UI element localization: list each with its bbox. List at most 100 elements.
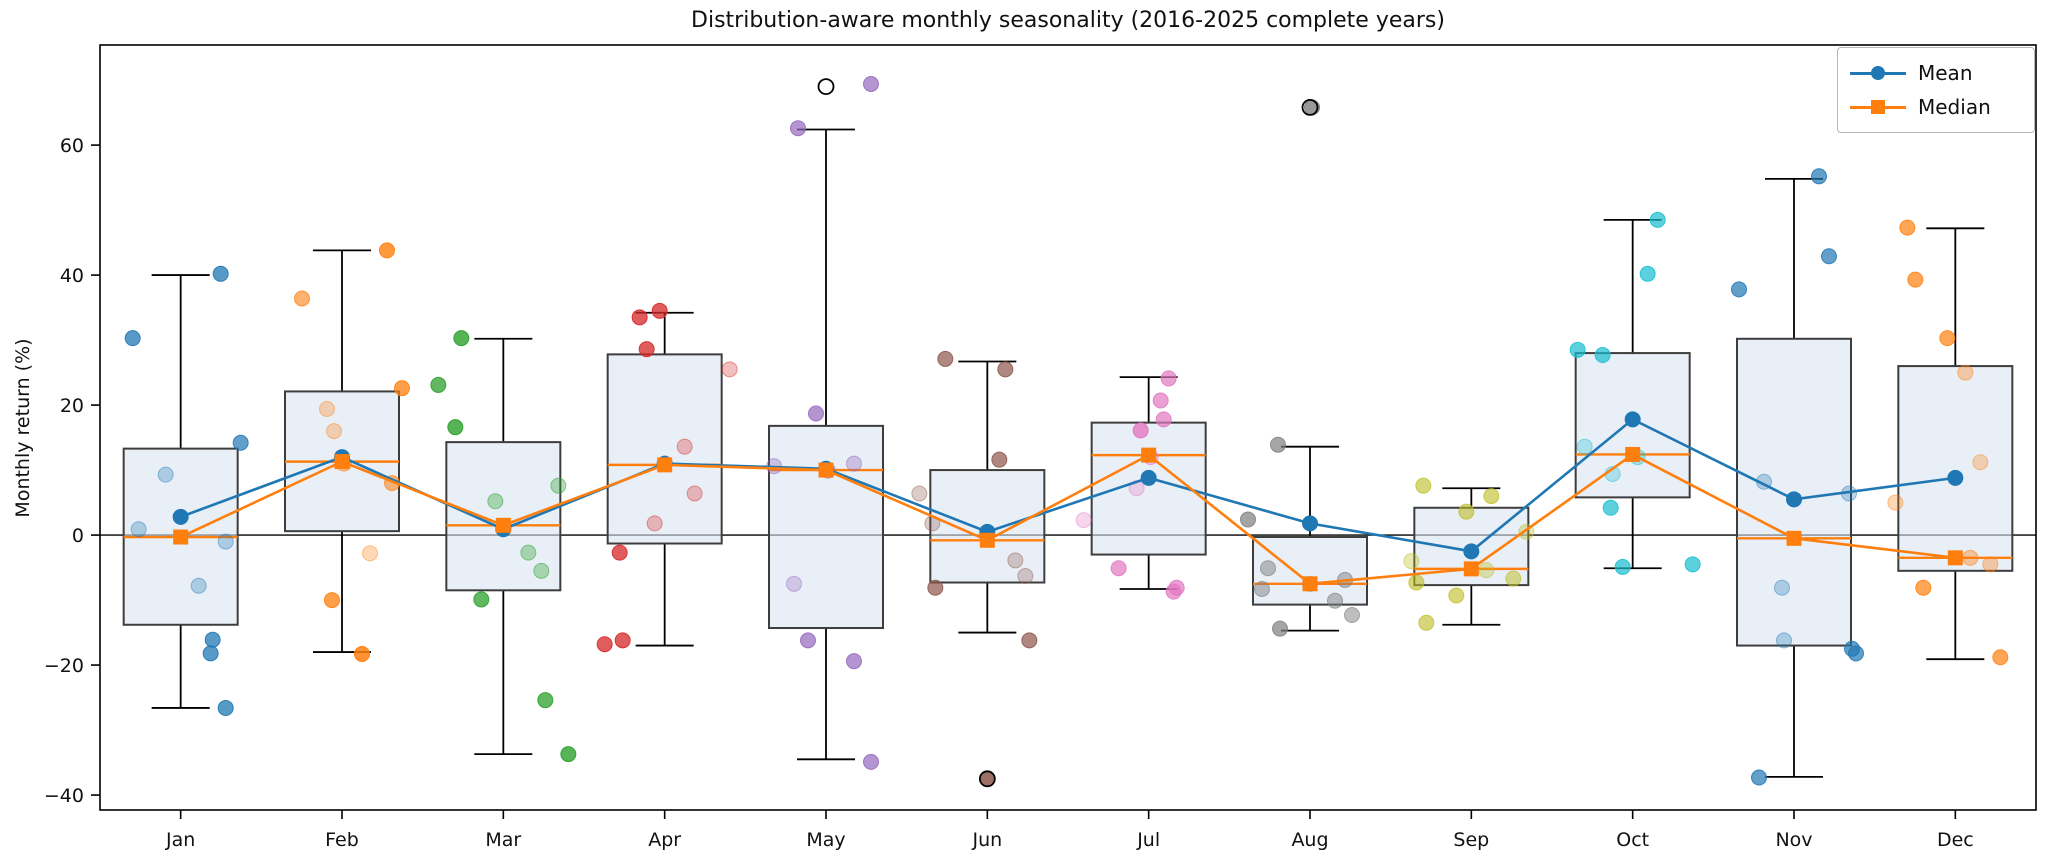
scatter-point-Jan [130, 521, 147, 538]
scatter-point-May [846, 653, 862, 670]
scatter-point-Dec [1992, 649, 2009, 666]
scatter-point-Apr [686, 485, 703, 502]
scatter-point-Feb [319, 400, 335, 417]
scatter-point-Jan [232, 434, 249, 451]
scatter-point-Oct [1569, 341, 1586, 358]
median-marker [657, 457, 673, 473]
scatter-point-Sep [1458, 503, 1475, 520]
x-tick-label-Jul: Jul [1136, 829, 1160, 851]
box-May [768, 424, 884, 630]
scatter-point-Sep [1403, 553, 1420, 570]
scatter-point-Dec [1962, 549, 1979, 566]
scatter-point-Oct [1594, 347, 1611, 364]
median-marker [1947, 550, 1963, 566]
y-tick-label: 40 [60, 265, 84, 287]
scatter-point-Jan [124, 330, 141, 347]
scatter-point-May [863, 75, 879, 92]
scatter-point-Sep [1415, 477, 1432, 494]
y-tick-label: −20 [44, 655, 84, 677]
scatter-point-Feb [354, 646, 370, 663]
scatter-point-Oct [1602, 499, 1619, 516]
x-tick-label-Jan: Jan [165, 829, 195, 851]
mean-marker [1302, 515, 1318, 532]
scatter-point-Mar [560, 746, 577, 763]
scatter-point-Aug [1344, 607, 1360, 624]
scatter-point-Oct [1649, 211, 1666, 228]
legend-entry-median: Median [1850, 90, 2024, 124]
scatter-point-Apr [721, 361, 738, 378]
median-line [180, 452, 1956, 586]
scatter-point-Mar [447, 419, 464, 436]
scatter-point-Aug [1254, 581, 1270, 598]
median-marker [1141, 447, 1157, 463]
mean-marker [172, 508, 189, 525]
x-tick-label-Aug: Aug [1291, 829, 1328, 851]
median-marker [1302, 576, 1318, 592]
scatter-point-Feb [394, 380, 410, 397]
scatter-point-Jun [937, 350, 954, 367]
scatter-point-Jan [217, 699, 234, 716]
median-legend-marker-icon [1871, 100, 1885, 114]
scatter-point-Jun [911, 485, 928, 502]
scatter-point-Dec [1907, 271, 1924, 288]
scatter-point-Oct [1684, 556, 1701, 573]
flier-Aug [1301, 98, 1319, 116]
median-marker [334, 454, 350, 470]
median-marker [818, 462, 834, 478]
median-legend-label: Median [1918, 95, 1991, 119]
scatter-point-Jan [190, 577, 207, 594]
scatter-point-Jun [927, 579, 944, 596]
mean-marker [1140, 469, 1157, 486]
scatter-point-Mar [520, 544, 537, 561]
scatter-point-Aug [1260, 560, 1276, 577]
scatter-point-Dec [1939, 330, 1956, 347]
scatter-point-Feb [324, 592, 340, 609]
scatter-point-Jan [217, 533, 234, 550]
mean-legend-label: Mean [1918, 61, 1973, 85]
scatter-point-Jul [1132, 422, 1149, 439]
mean-legend-marker-icon [1871, 66, 1885, 80]
scatter-point-Sep [1505, 570, 1522, 587]
scatter-point-Apr [614, 632, 631, 649]
scatter-point-Nov [1731, 281, 1747, 298]
scatter-point-Mar [453, 330, 470, 347]
scatter-point-Dec [1915, 579, 1932, 596]
mean-marker [1947, 469, 1964, 486]
scatter-point-Aug [1240, 511, 1256, 528]
scatter-point-Jan [204, 631, 221, 648]
scatter-point-Feb [326, 423, 342, 440]
scatter-point-Jan [202, 645, 219, 662]
scatter-point-Jul [1075, 512, 1092, 529]
scatter-point-Feb [362, 545, 378, 562]
scatter-point-Dec [1887, 494, 1904, 511]
scatter-point-Nov [1751, 769, 1767, 786]
y-tick-label: 0 [72, 525, 84, 547]
scatter-point-Jul [1165, 583, 1182, 600]
median-marker [979, 532, 995, 548]
scatter-point-Apr [596, 636, 613, 653]
scatter-point-May [786, 575, 802, 592]
scatter-point-Mar [550, 477, 567, 494]
scatter-point-Nov [1776, 632, 1792, 649]
median-marker [495, 517, 511, 533]
scatter-point-Apr [676, 438, 693, 455]
legend: Mean Median [1837, 47, 2035, 133]
flier-Jun [978, 770, 996, 788]
scatter-point-Mar [487, 493, 504, 510]
scatter-point-Jun [991, 451, 1008, 468]
scatter-point-May [808, 405, 824, 422]
x-tick-label-Nov: Nov [1775, 829, 1812, 851]
mean-legend-swatch [1850, 64, 1906, 82]
mean-line [180, 417, 1956, 553]
scatter-point-May [790, 120, 806, 137]
scatter-point-Aug [1272, 620, 1288, 637]
chart-title: Distribution-aware monthly seasonality (… [691, 8, 1445, 33]
x-tick-label-Feb: Feb [325, 829, 359, 851]
scatter-point-Sep [1448, 587, 1465, 604]
median-legend-swatch [1850, 98, 1906, 116]
scatter-point-Dec [1982, 556, 1999, 573]
scatter-point-Aug [1327, 592, 1343, 609]
scatter-point-Apr [651, 302, 668, 319]
scatter-point-Mar [473, 591, 490, 608]
